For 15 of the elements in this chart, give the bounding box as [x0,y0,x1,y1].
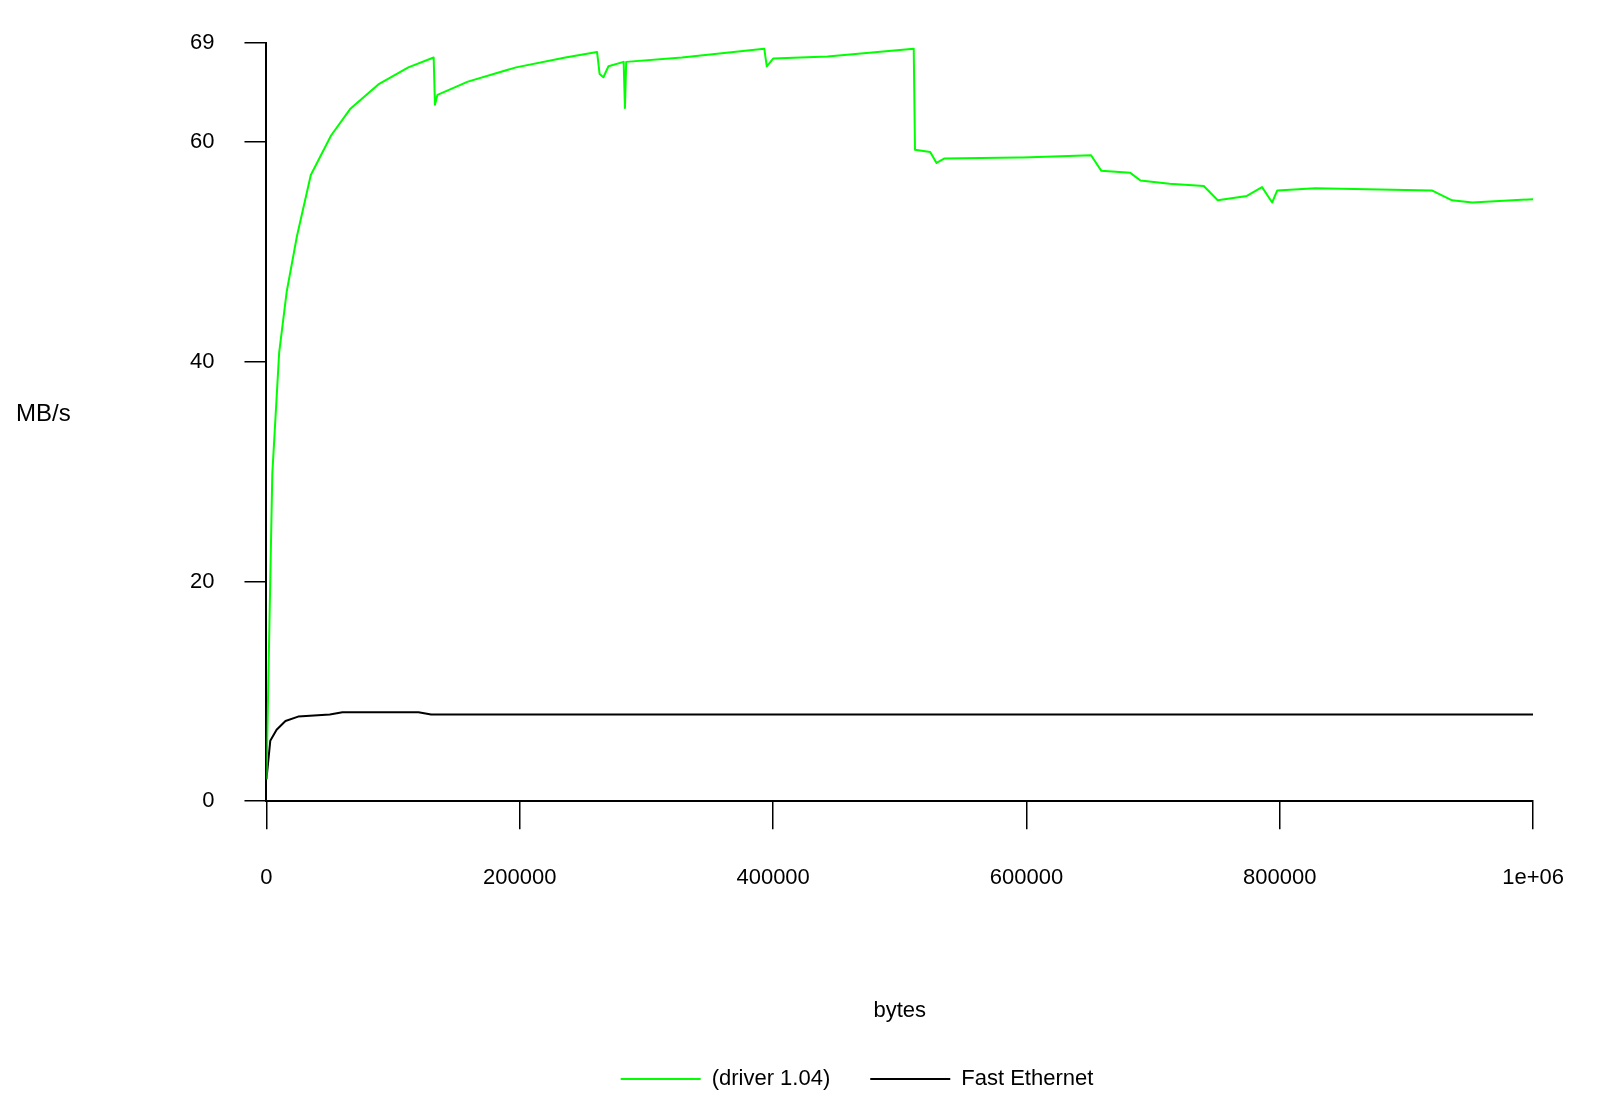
y-tick-label: 69 [189,29,215,55]
y-tick-label: 40 [189,347,215,373]
y-axis-title: MB/s [16,399,71,427]
y-tick-label: 0 [202,787,215,813]
x-tick-label: 600000 [989,864,1064,890]
legend-label: Fast Ethernet [961,1065,1094,1091]
x-tick-label: 400000 [736,864,810,890]
x-axis-title: bytes [873,996,927,1022]
y-tick-label: 60 [189,128,215,154]
x-tick-label: 1e+06 [1502,864,1564,890]
legend-label: (driver 1.04) [711,1065,831,1091]
y-tick-label: 20 [189,567,215,593]
x-tick-label: 200000 [483,864,557,890]
x-tick-label: 0 [260,864,273,890]
x-tick-label: 800000 [1243,864,1317,890]
